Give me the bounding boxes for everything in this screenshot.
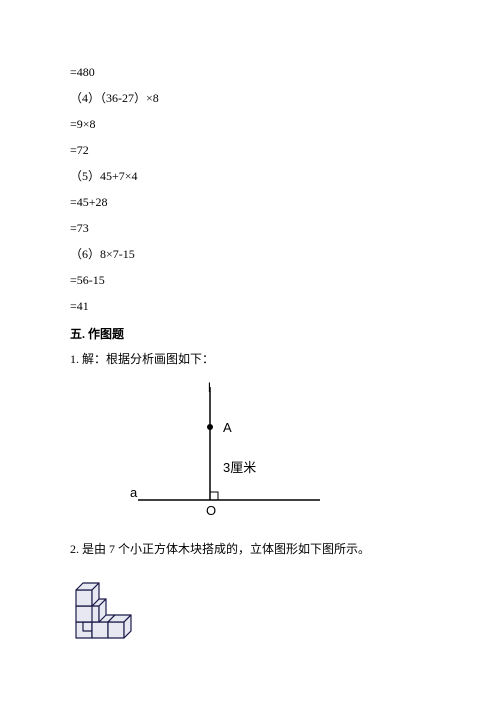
label-a: a	[130, 485, 138, 500]
label-l: l	[208, 382, 211, 395]
calc-line: =480	[70, 63, 430, 81]
cube-figure	[70, 570, 430, 648]
calc-line: =73	[70, 219, 430, 237]
perpendicular-diagram: l A 3厘米 a O	[130, 382, 430, 522]
label-A: A	[223, 420, 232, 435]
calc-line: （4）（36-27）×8	[70, 89, 430, 107]
calc-line: =56-15	[70, 271, 430, 289]
calc-line: =72	[70, 141, 430, 159]
question-1-text: 1. 解：根据分析画图如下：	[70, 350, 430, 368]
calc-line: =41	[70, 297, 430, 315]
calc-line: =45+28	[70, 193, 430, 211]
calc-line: （6）8×7-15	[70, 245, 430, 263]
label-O: O	[206, 503, 216, 518]
section-5-title: 五. 作图题	[70, 325, 430, 342]
calc-line: （5）45+7×4	[70, 167, 430, 185]
question-2-text: 2. 是由 7 个小正方体木块搭成的，立体图形如下图所示。	[70, 540, 430, 558]
label-3cm: 3厘米	[223, 460, 256, 475]
calc-line: =9×8	[70, 115, 430, 133]
